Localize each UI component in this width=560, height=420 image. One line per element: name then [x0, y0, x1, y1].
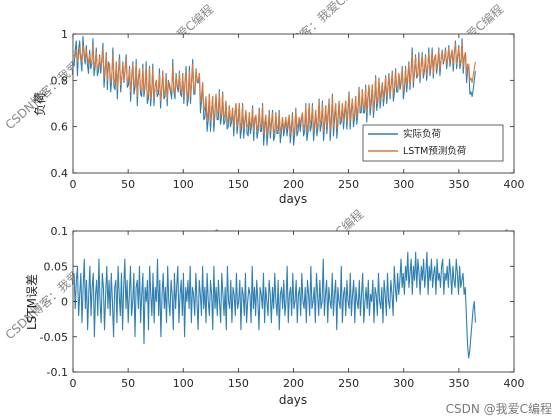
top-x-ticks: 0 50 100 150 200 250 300 350 400 — [70, 34, 525, 191]
top-y-ticks: 0.4 0.6 0.8 1 — [51, 28, 514, 180]
top-x-tick-label: 200 — [283, 178, 304, 191]
bottom-y-tick-label: -0.05 — [40, 331, 68, 344]
legend-label-predicted: LSTM预测负荷 — [403, 145, 467, 157]
bottom-x-tick-label: 250 — [338, 377, 359, 390]
top-y-tick-label: 0.8 — [51, 74, 69, 87]
bottom-y-tick-label: 0 — [61, 296, 68, 309]
top-x-tick-label: 50 — [121, 178, 135, 191]
top-chart: 0 50 100 150 200 250 300 350 400 0.4 0.6 0.8 1 days… — [33, 28, 525, 206]
top-x-tick-label: 250 — [338, 178, 359, 191]
bottom-chart: 0 50 100 150 200 250 300 350 400 -0.1-0.0500.050… — [25, 225, 525, 407]
bottom-x-ticks: 0 50 100 150 200 250 300 350 400 — [70, 231, 525, 390]
bottom-x-tick-label: 400 — [504, 377, 525, 390]
bottom-error-series-line — [73, 251, 476, 359]
bottom-y-tick-label: 0.1 — [51, 225, 69, 238]
bottom-x-tick-label: 0 — [70, 377, 77, 390]
top-series-line-1 — [73, 42, 476, 137]
legend: 实际负荷 LSTM预测负荷 — [362, 124, 504, 162]
bottom-x-axis-label: days — [279, 393, 307, 407]
bottom-x-tick-label: 200 — [283, 377, 304, 390]
top-y-tick-label: 0.4 — [51, 167, 69, 180]
bottom-x-tick-label: 300 — [393, 377, 414, 390]
bottom-y-ticks: -0.1 -0.05 0 0.05 0.1 — [40, 225, 514, 379]
legend-label-actual: 实际负荷 — [403, 128, 442, 140]
top-y-axis-label: 负荷 — [33, 92, 47, 116]
bottom-y-tick-label: 0.05 — [44, 260, 69, 273]
top-x-tick-label: 350 — [448, 178, 469, 191]
bottom-series-layer — [73, 251, 476, 359]
bottom-x-tick-label: 100 — [173, 377, 194, 390]
top-x-tick-label: 0 — [70, 178, 77, 191]
top-x-tick-label: 150 — [228, 178, 249, 191]
top-y-tick-label: 1 — [61, 28, 68, 41]
bottom-x-tick-label: 350 — [448, 377, 469, 390]
credit-watermark: CSDN @我爱C编程 — [445, 402, 552, 416]
top-x-tick-label: 100 — [173, 178, 194, 191]
bottom-y-tick-label: -0.1 — [47, 366, 68, 379]
bottom-x-tick-label: 150 — [228, 377, 249, 390]
bottom-y-axis-label: LSTM误差 — [25, 274, 39, 330]
top-x-axis-label: days — [279, 192, 307, 206]
top-x-tick-label: 300 — [393, 178, 414, 191]
top-series-layer — [73, 35, 476, 146]
legend-box — [362, 124, 504, 162]
top-y-tick-label: 0.6 — [51, 121, 69, 134]
bottom-x-tick-label: 50 — [121, 377, 135, 390]
top-x-tick-label: 400 — [504, 178, 525, 191]
